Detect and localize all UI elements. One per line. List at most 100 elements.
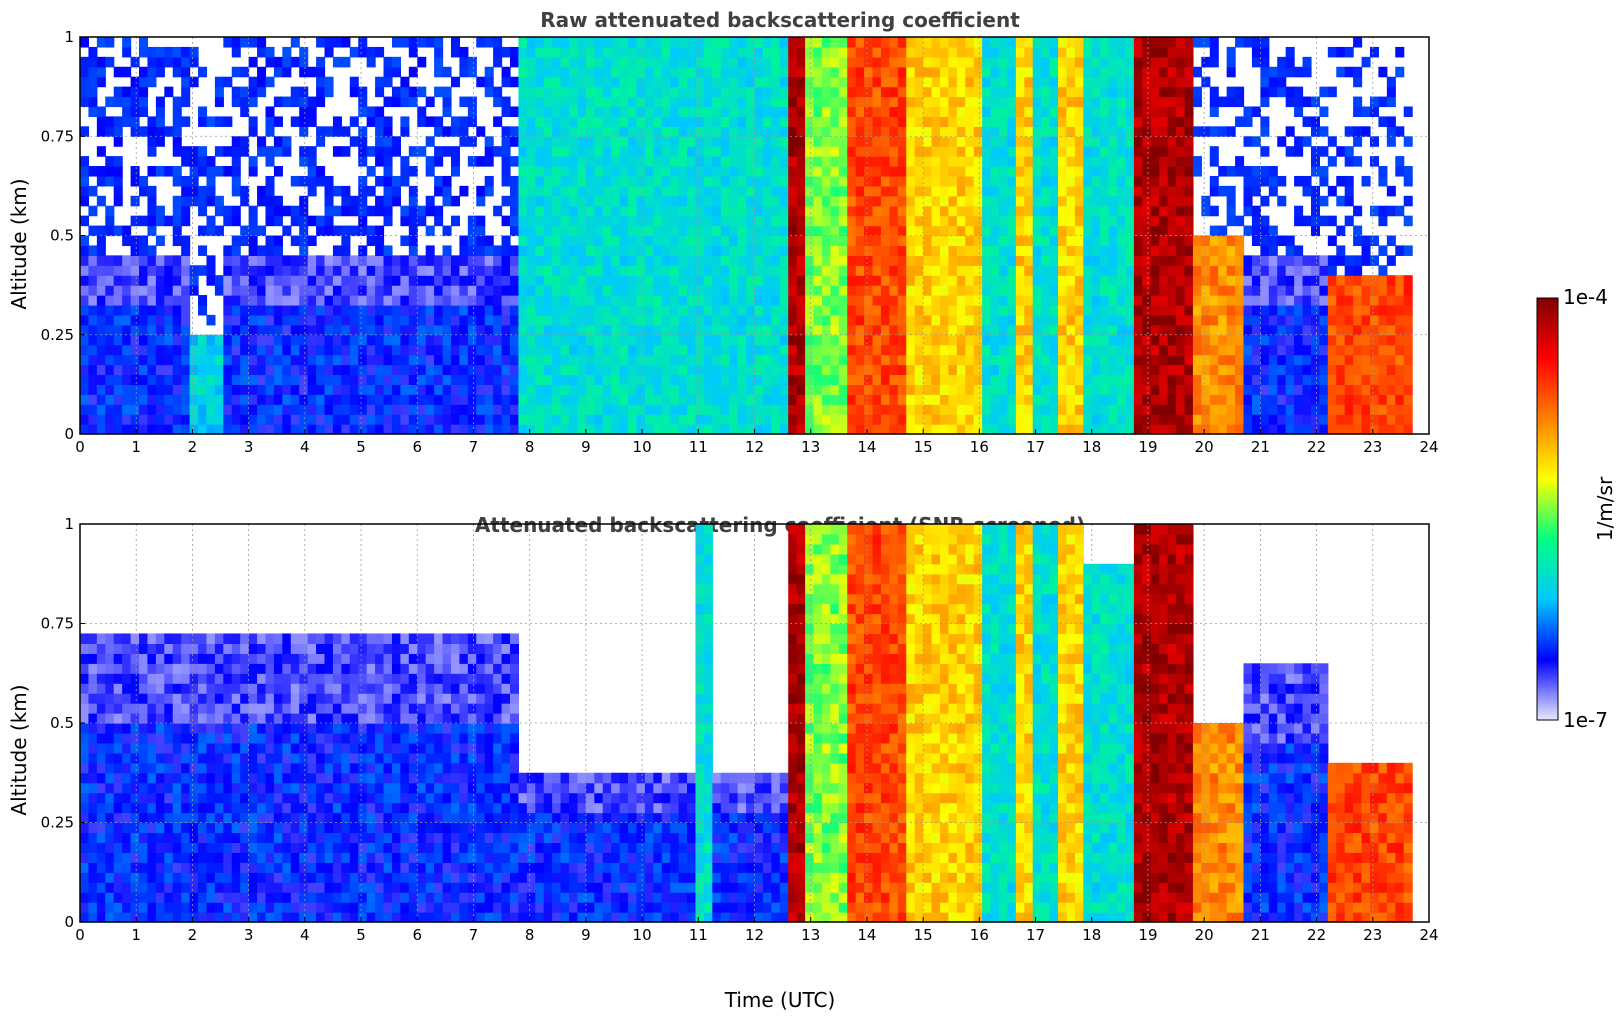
heatmap-cell (973, 185, 983, 197)
heatmap-cell (746, 285, 756, 296)
heatmap-cell (1015, 185, 1025, 197)
heatmap-cell (122, 116, 132, 127)
heatmap-cell (1024, 255, 1034, 266)
heatmap-cell (653, 285, 663, 296)
heatmap-cell (644, 126, 654, 137)
heatmap-cell (644, 96, 654, 108)
heatmap-cell (383, 285, 393, 296)
heatmap-cell (813, 126, 823, 137)
heatmap-cell (501, 424, 511, 435)
heatmap-cell (889, 96, 899, 108)
heatmap-cell (316, 414, 326, 425)
heatmap-cell (1159, 265, 1169, 276)
heatmap-cell (880, 156, 890, 167)
heatmap-cell (383, 304, 393, 316)
heatmap-cell (223, 334, 233, 346)
heatmap-cell (1235, 255, 1245, 266)
heatmap-cell (1167, 185, 1177, 197)
heatmap-cell (1150, 225, 1160, 237)
heatmap-cell (619, 304, 629, 316)
heatmap-cell (96, 66, 106, 78)
heatmap-cell (729, 185, 739, 197)
heatmap-cell (847, 344, 857, 356)
heatmap-cell (746, 265, 756, 276)
heatmap-cell (695, 334, 705, 346)
heatmap-cell (1150, 116, 1160, 127)
heatmap-cell (939, 185, 950, 197)
heatmap-cell (273, 285, 283, 296)
heatmap-cell (198, 245, 208, 256)
heatmap-cell (324, 205, 334, 217)
heatmap-cell (569, 275, 579, 286)
heatmap-cell (821, 414, 831, 425)
heatmap-cell (771, 364, 781, 376)
heatmap-cell (999, 414, 1009, 425)
heatmap-cell (1083, 344, 1093, 356)
heatmap-cell (577, 245, 587, 256)
heatmap-cell (450, 255, 460, 266)
heatmap-cell (1083, 175, 1093, 187)
heatmap-cell (619, 166, 629, 177)
heatmap-cell (80, 374, 90, 385)
heatmap-cell (526, 275, 536, 286)
heatmap-cell (906, 384, 916, 395)
heatmap-cell (1041, 314, 1051, 326)
heatmap-cell (273, 314, 283, 326)
heatmap-cell (602, 156, 612, 167)
heatmap-cell (855, 304, 865, 316)
heatmap-cell (1108, 374, 1118, 385)
heatmap-cell (1218, 166, 1228, 177)
heatmap-cell (408, 46, 418, 58)
heatmap-cell (324, 285, 334, 296)
heatmap-cell (788, 374, 798, 385)
heatmap-cell (1091, 424, 1101, 435)
heatmap-cell (1015, 404, 1025, 415)
heatmap-cell (644, 225, 654, 237)
heatmap-cell (442, 414, 452, 425)
heatmap-cell (695, 166, 705, 177)
heatmap-cell (341, 235, 351, 247)
heatmap-cell (1091, 37, 1101, 48)
heatmap-cell (1192, 275, 1202, 286)
heatmap-cell (939, 374, 950, 385)
heatmap-cell (1100, 66, 1110, 78)
heatmap-cell (535, 265, 545, 276)
heatmap-cell (1159, 76, 1169, 88)
heatmap-cell (1176, 76, 1186, 88)
heatmap-cell (113, 354, 123, 366)
heatmap-cell (737, 56, 747, 68)
heatmap-cell (585, 255, 595, 266)
heatmap-cell (1083, 374, 1093, 385)
heatmap-cell (1209, 86, 1219, 98)
heatmap-cell (889, 86, 899, 98)
heatmap-cell (577, 295, 587, 306)
heatmap-cell (1251, 225, 1261, 237)
heatmap-cell (223, 384, 233, 395)
heatmap-cell (1184, 285, 1194, 296)
heatmap-cell (484, 235, 494, 247)
heatmap-cell (1226, 245, 1236, 256)
heatmap-cell (990, 374, 1000, 385)
heatmap-cell (307, 424, 317, 435)
heatmap-cell (611, 394, 621, 405)
heatmap-cell (577, 255, 587, 266)
heatmap-cell (1117, 275, 1127, 286)
heatmap-cell (594, 424, 604, 435)
heatmap-cell (257, 404, 267, 415)
heatmap-cell (248, 126, 258, 137)
heatmap-cell (332, 344, 342, 356)
heatmap-cell (585, 146, 595, 157)
heatmap-cell (147, 56, 157, 68)
heatmap-cell (1150, 394, 1160, 405)
heatmap-cell (847, 334, 857, 346)
heatmap-cell (746, 404, 756, 415)
heatmap-cell (965, 146, 975, 157)
heatmap-cell (880, 364, 890, 376)
heatmap-cell (282, 384, 292, 395)
heatmap-cell (240, 86, 250, 98)
heatmap-cell (982, 126, 992, 137)
heatmap-cell (948, 156, 958, 167)
heatmap-cell (543, 235, 553, 247)
heatmap-cell (198, 354, 208, 366)
heatmap-cell (1167, 275, 1177, 286)
